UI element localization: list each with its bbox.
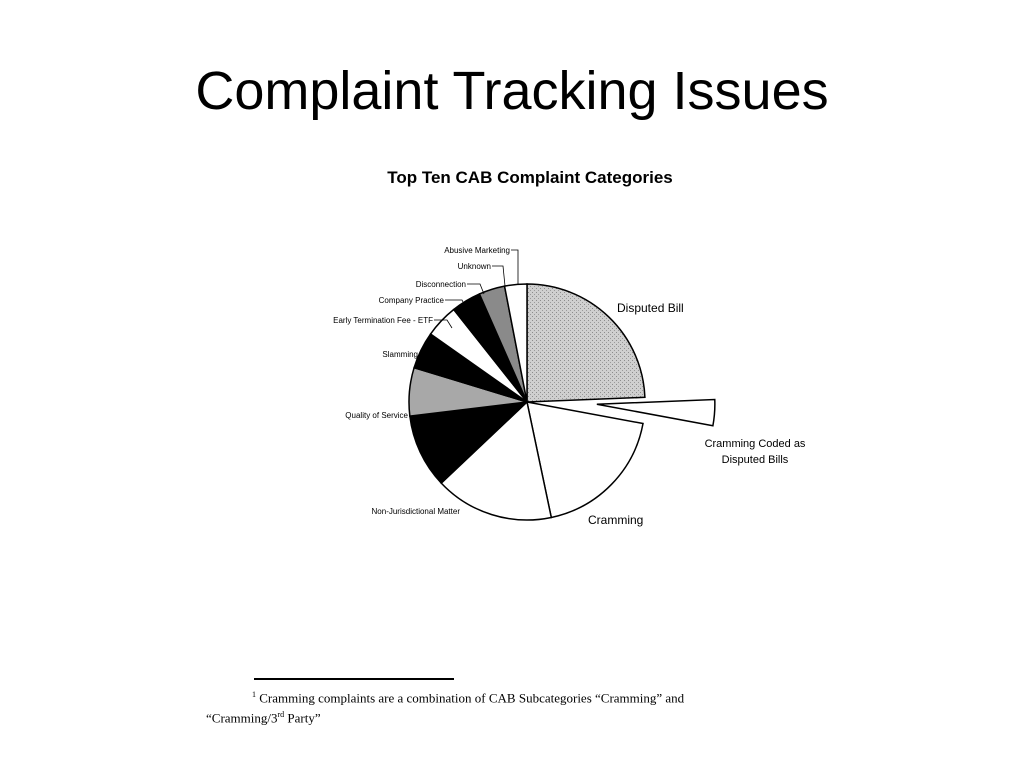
slice-label-disputed-bill: Disputed Bill: [617, 301, 684, 315]
slice-label-cramming-coded-as-disputed-bills: Cramming Coded as Disputed Bills: [705, 438, 806, 466]
pie-slice-disputed-bill: [526, 283, 646, 403]
pie-slice-non-jurisdictional-matter: [440, 400, 553, 521]
leader-line-abusive-marketing: [511, 249, 519, 284]
slice-label-disconnection: Disconnection: [416, 280, 466, 289]
chart-title: Top Ten CAB Complaint Categories: [387, 168, 673, 187]
footnote-text-1: Cramming complaints are a combination of…: [259, 690, 685, 706]
footnote-text-2a: “Cramming/3: [206, 710, 278, 726]
leader-line-disconnection: [467, 283, 485, 295]
slice-label-unknown: Unknown: [458, 262, 491, 271]
footnote-text-2b: Party”: [284, 710, 321, 726]
slice-label-quality-of-service: Quality of Service: [345, 411, 408, 420]
slide-title: Complaint Tracking Issues: [195, 61, 829, 121]
pie-slice-cramming: [526, 401, 644, 519]
slice-label-abusive-marketing: Abusive Marketing: [444, 246, 510, 255]
pie-slice-quality-of-service: [409, 400, 530, 485]
footnote-superscript: rd: [277, 710, 285, 720]
leader-line-early-termination-fee-etf: [434, 319, 453, 329]
slice-label-company-practice: Company Practice: [379, 296, 445, 305]
slice-label-slamming: Slamming: [382, 350, 418, 359]
footnote-line-2: “Cramming/3rd Party”: [206, 706, 806, 726]
pie-slice-abusive-marketing: [503, 283, 528, 403]
slice-label-cramming: Cramming: [588, 513, 643, 527]
leader-line-company-practice: [445, 299, 467, 309]
slice-label-early-termination-fee-etf: Early Termination Fee - ETF: [333, 316, 433, 325]
footnote-marker: 1: [252, 690, 256, 699]
footnote-line-1: 1 Cramming complaints are a combination …: [206, 686, 806, 706]
footnote: 1 Cramming complaints are a combination …: [206, 686, 806, 727]
slice-label-non-jurisdictional-matter: Non-Jurisdictional Matter: [372, 507, 461, 516]
footnote-divider: [254, 678, 454, 680]
leader-line-unknown: [492, 265, 506, 287]
pie-slice-cramming-coded-as-disputed-bills: [596, 398, 716, 427]
